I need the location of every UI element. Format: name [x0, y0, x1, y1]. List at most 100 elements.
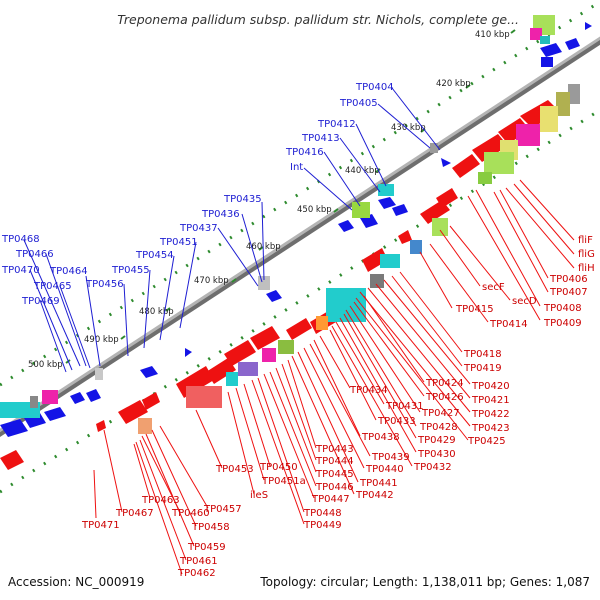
feature-block	[540, 106, 558, 132]
gene-label: TP0438	[361, 432, 400, 443]
forward-leader-lines	[23, 87, 441, 373]
gene-label: TP0439	[371, 452, 410, 463]
gene-label: TP0418	[463, 349, 502, 360]
gene-label: TP0413	[301, 133, 340, 144]
tick-label: 490 kbp	[84, 335, 119, 345]
gene-label: TP0447	[311, 494, 350, 505]
gene-label: TP0429	[417, 435, 456, 446]
gene-label: TP0450	[259, 462, 298, 473]
gene-label: TP0436	[201, 209, 240, 220]
forward-gene-labels: TP0404 TP0405 TP0412 TP0413 TP0416 Int T…	[1, 82, 394, 307]
tick-label: 410 kbp	[475, 30, 510, 40]
forward-gene	[441, 158, 451, 167]
feature-block	[378, 184, 394, 196]
gene-label: TP0458	[191, 522, 230, 533]
gene-label: TP0427	[421, 408, 460, 419]
gene-label: TP0455	[111, 265, 150, 276]
tick-label: 430 kbp	[391, 123, 426, 133]
feature-block	[410, 240, 422, 254]
forward-gene	[541, 57, 553, 67]
reverse-gene	[0, 450, 24, 470]
gene-label: TP0404	[355, 82, 394, 93]
gene-label: TP0424	[425, 378, 464, 389]
gene-label: TP0437	[179, 223, 218, 234]
gene-label: TP0449	[303, 520, 342, 531]
forward-gene	[70, 392, 85, 404]
forward-gene	[0, 419, 28, 437]
outer-tick-dots	[0, 3, 596, 387]
gene-label: TP0416	[285, 147, 324, 158]
feature-block	[516, 124, 540, 146]
gene-label: TP0430	[417, 449, 456, 460]
backbone-shadow	[0, 37, 600, 438]
gene-label: TP0469	[21, 296, 60, 307]
forward-strand-genes	[0, 22, 592, 437]
feature-block	[568, 84, 580, 104]
reverse-gene	[224, 340, 256, 366]
feature-block	[530, 28, 542, 40]
gene-label: TP0426	[425, 392, 464, 403]
tick-label: 420 kbp	[436, 79, 471, 89]
gene-label: TP0470	[1, 265, 40, 276]
forward-gene	[338, 220, 354, 232]
gene-label: TP0431	[385, 401, 424, 412]
forward-gene	[378, 197, 396, 209]
gene-label: TP0409	[543, 318, 582, 329]
gene-label: TP0412	[317, 119, 356, 130]
gene-label: TP0421	[471, 395, 510, 406]
forward-gene	[565, 38, 580, 50]
gene-label: TP0451a	[261, 476, 306, 487]
feature-block	[484, 152, 514, 174]
gene-label: TP0459	[187, 542, 226, 553]
gene-label: TP0408	[543, 303, 582, 314]
gene-label: TP0471	[81, 520, 120, 531]
feature-block	[138, 418, 152, 434]
gene-label: Int	[290, 162, 303, 173]
tick-label: 500 kbp	[28, 360, 63, 370]
backbone	[0, 36, 600, 433]
reverse-gene	[398, 230, 412, 244]
feature-block	[326, 288, 366, 322]
feature-block	[30, 396, 38, 408]
gene-label: TP0405	[339, 98, 378, 109]
feature-block	[430, 143, 438, 153]
feature-block	[278, 340, 294, 354]
accession-label: Accession: NC_000919	[8, 575, 144, 589]
gene-label: TP0443	[315, 444, 354, 455]
reverse-leader-lines	[93, 179, 575, 575]
gene-label: TP0454	[135, 250, 174, 261]
gene-label: TP0434	[349, 385, 388, 396]
feature-block	[556, 92, 570, 116]
gene-label: fliH	[578, 263, 595, 274]
gene-label: TP0460	[171, 508, 210, 519]
feature-block	[95, 368, 103, 380]
gene-label: TP0448	[303, 508, 342, 519]
gene-label: TP0414	[489, 319, 528, 330]
gene-label: TP0451	[159, 237, 198, 248]
gene-label: TP0425	[467, 436, 506, 447]
feature-block	[238, 362, 258, 376]
gene-label: TP0456	[85, 279, 124, 290]
forward-gene	[392, 204, 408, 216]
gene-label: TP0444	[315, 456, 354, 467]
gene-label: TP0462	[177, 568, 216, 579]
gene-label: TP0419	[463, 363, 502, 374]
gene-label: TP0457	[203, 504, 242, 515]
gene-label: fliG	[578, 249, 595, 260]
gene-label: TP0453	[215, 464, 254, 475]
gene-label: TP0442	[355, 490, 394, 501]
forward-gene	[585, 22, 592, 30]
gene-label: TP0464	[49, 266, 88, 277]
gene-label: TP0446	[315, 482, 354, 493]
reverse-gene	[250, 326, 280, 350]
gene-label: TP0423	[471, 423, 510, 434]
page-title: Treponema pallidum subsp. pallidum str. …	[117, 12, 519, 27]
feature-block	[262, 348, 276, 362]
gene-label: TP0445	[315, 469, 354, 480]
reverse-gene	[452, 154, 480, 178]
gene-label: secD	[512, 296, 537, 307]
reverse-gene	[206, 358, 236, 384]
gene-label: TP0422	[471, 409, 510, 420]
forward-gene	[540, 43, 562, 57]
